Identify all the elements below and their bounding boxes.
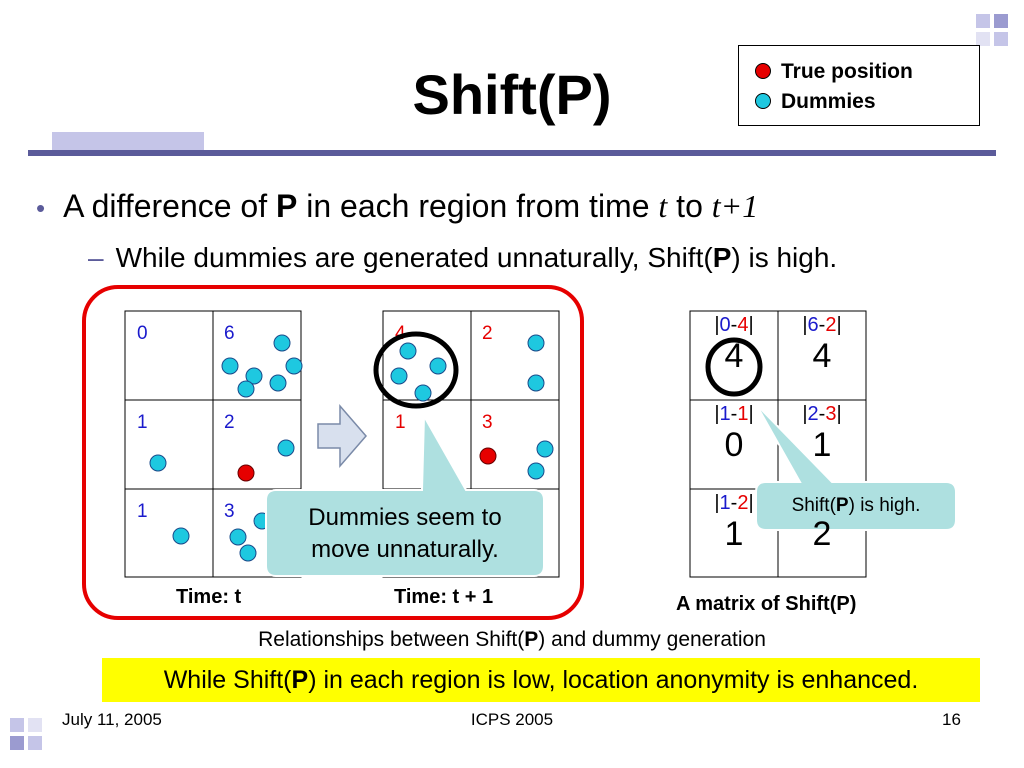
bullet-icon: • (36, 193, 46, 223)
title-accent (52, 132, 204, 150)
dummy-dot (527, 462, 545, 480)
region-count: 0 (137, 323, 148, 344)
callout-bubble (755, 403, 957, 531)
region-count: 1 (137, 412, 148, 433)
footer-date: July 11, 2005 (62, 710, 162, 729)
dummy-dot (229, 528, 247, 546)
cyan-dot-icon (755, 93, 771, 109)
corner-decoration (10, 736, 24, 750)
bullet-point: • A difference of P in each region from t… (36, 188, 759, 224)
region-count: 3 (482, 412, 493, 433)
grid-caption: Time: t (176, 586, 242, 608)
region-count: 3 (224, 501, 235, 522)
title-rule (28, 150, 996, 156)
matrix-cell: |1-1| 0 (714, 403, 754, 464)
matrix-cell: |0-4| 4 (714, 314, 754, 375)
corner-decoration (10, 718, 24, 732)
corner-decoration (994, 32, 1008, 46)
true-position-dot (237, 464, 255, 482)
highlight-frame (82, 285, 584, 620)
dummy-dot (429, 357, 447, 375)
dummy-dot (390, 367, 408, 385)
region-count: 2 (482, 323, 493, 344)
dummy-dot (277, 439, 295, 457)
footer-venue: ICPS 2005 (470, 710, 554, 729)
red-dot-icon (755, 63, 771, 79)
dummy-dot (399, 342, 417, 360)
region-count: 6 (224, 323, 235, 344)
true-position-dot (479, 447, 497, 465)
region-count: 1 (395, 412, 406, 433)
corner-decoration (976, 14, 990, 28)
matrix-caption: A matrix of Shift(P) (676, 593, 857, 615)
conclusion-highlight: While Shift(P) in each region is low, lo… (102, 658, 980, 702)
region-count: 1 (137, 501, 148, 522)
region-count: 4 (395, 323, 406, 344)
grid-caption: Time: t + 1 (394, 586, 494, 608)
dummy-dot (221, 357, 239, 375)
grid-time-t (124, 310, 302, 578)
callout-bubble (265, 412, 545, 577)
legend: True position Dummies (738, 45, 980, 126)
matrix-cell: |1-2| 1 (714, 492, 754, 553)
dummy-dot (527, 374, 545, 392)
callout-text: Dummies seem to move unnaturally. (308, 504, 502, 563)
sub-bullet-point: – While dummies are generated unnaturally… (88, 242, 838, 273)
highlight-circle (373, 331, 459, 409)
dummy-dot (149, 454, 167, 472)
corner-decoration (28, 718, 42, 732)
dummy-dot (536, 440, 554, 458)
dummy-dot (273, 334, 291, 352)
figure-caption: Relationships between Shift(P) and dummy… (258, 628, 766, 651)
dash-icon: – (88, 242, 104, 273)
dummy-dot (172, 527, 190, 545)
dummy-dot (285, 357, 303, 375)
matrix-cell: 2 (812, 515, 832, 553)
dummy-dot (237, 380, 255, 398)
slide-title: Shift(P) (412, 63, 612, 126)
matrix-cell: |2-3| 1 (802, 403, 842, 464)
footer-page-number: 16 (942, 710, 961, 729)
arrow-right-icon (317, 403, 367, 469)
dummy-dot (527, 334, 545, 352)
highlight-circle (705, 337, 763, 397)
corner-decoration (994, 14, 1008, 28)
region-count: 2 (224, 412, 235, 433)
dummy-dot (239, 544, 257, 562)
corner-decoration (976, 32, 990, 46)
dummy-dot (269, 374, 287, 392)
dummy-dot (414, 384, 432, 402)
callout-text: Shift(P) is high. (791, 495, 921, 516)
corner-decoration (28, 736, 42, 750)
dummy-dot (245, 367, 263, 385)
matrix-cell: |6-2| 4 (802, 314, 842, 375)
